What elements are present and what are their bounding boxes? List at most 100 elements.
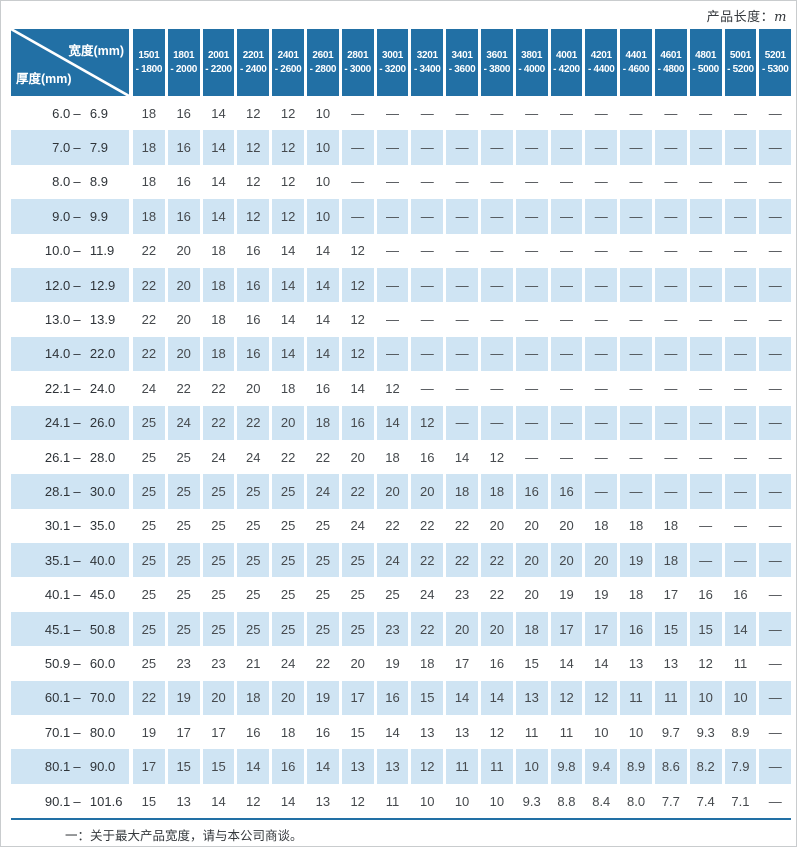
length-cell-empty: — [480,405,513,440]
length-cell: 16 [315,380,331,396]
length-cell: 16 [550,474,583,509]
length-cell: 8.9 [620,749,652,784]
length-cell: 12 [272,199,304,234]
length-cell: 7.7 [661,793,680,809]
length-cell-empty: — [699,312,713,328]
corner-cell: 宽度(mm) 厚度(mm) [11,29,129,96]
length-cell-empty: — [594,174,608,190]
length-cell-empty: — [420,380,434,396]
length-cell: 18 [594,518,609,534]
length-cell: 9.3 [696,724,715,740]
width-axis-label: 宽度(mm) [68,44,124,58]
width-range-header: 3001- 3200 [376,29,409,96]
length-cell-empty: — [341,199,374,234]
length-cell: 25 [237,474,270,509]
length-cell: 7.9 [724,749,757,784]
length-cell: 22 [133,336,165,372]
length-cell: 22 [315,449,331,465]
length-cell: 13 [341,749,374,784]
length-cell-empty: — [768,518,782,534]
length-cell: 10 [628,724,644,740]
length-cell: 25 [141,587,157,603]
length-cell: 17 [176,724,191,740]
length-cell: 14 [376,405,409,440]
length-cell-empty: — [724,267,757,303]
length-cell-empty: — [724,405,757,440]
length-cell: 14 [272,267,304,303]
thickness-range-label: 90.1–101.6 [44,793,123,809]
length-cell: 18 [133,199,165,234]
length-cell-empty: — [733,449,747,465]
length-cell: 25 [176,587,191,603]
length-cell-empty: — [420,105,434,121]
length-cell: 12 [237,199,270,234]
table-row: 14.0–22.0 22 20 18 16 14 14 12— — — — — — — — — — — — [11,336,792,372]
length-cell: 20 [167,336,200,372]
length-cell: 13 [454,724,470,740]
length-cell: 25 [246,518,261,534]
length-cell-empty: — [385,243,399,259]
length-cell-empty: — [620,130,652,165]
length-cell: 25 [141,655,157,671]
length-cell: 11 [385,793,400,809]
length-cell: 10 [594,724,609,740]
length-cell-empty: — [654,336,687,372]
length-cell-empty: — [585,474,618,509]
table-row: 50.9–60.0 25 23 23 21 24 22 20 19 18 17 16 15 14 14 13 1… [11,646,791,680]
table-row: 13.0–13.9 22 20 18 16 14 14 12 — — — — — — — — — — — — [11,302,791,336]
length-cell-empty: — [455,243,469,259]
length-cell: 20 [246,380,261,396]
length-cell-empty: — [594,105,608,121]
length-cell: 14 [306,749,339,784]
length-cell-empty: — [585,130,618,165]
length-cell: 18 [211,312,226,328]
length-cell: 18 [211,243,226,259]
length-cell: 12 [280,174,296,190]
length-cell: 25 [237,543,270,578]
length-cell-empty: — [515,405,548,440]
table-row: 8.0–8.9 18 16 14 12 12 10 — — — — — — — — — — — — — [11,165,791,199]
length-cell: 14 [594,655,609,671]
table-row: 7.0–7.9 18 16 14 12 12 10— — — — — — — — — — — — — [11,130,792,165]
length-cell-empty: — [629,312,643,328]
table-row: 22.1–24.0 24 22 22 20 18 16 14 12 — — — — — — — — — — — [11,371,791,405]
width-range-header: 2401- 2600 [272,29,304,96]
length-cell-empty: — [455,380,469,396]
length-cell: 25 [272,611,304,647]
length-cell-empty: — [525,380,539,396]
length-cell: 16 [237,267,270,303]
length-cell: 20 [411,474,444,509]
length-cell: 22 [141,312,157,328]
length-cell: 15 [350,724,365,740]
length-cell: 16 [341,405,374,440]
length-cell: 25 [341,611,374,647]
length-cell-empty: — [480,336,513,372]
length-cell: 25 [280,518,296,534]
width-range-header: 4001- 4200 [550,29,583,96]
length-cell: 16 [246,243,261,259]
length-cell: 12 [280,105,296,121]
length-cell-empty: — [376,267,409,303]
length-cell-empty: — [768,587,782,603]
length-cell: 15 [167,749,200,784]
length-cell-empty: — [759,199,792,234]
length-cell-empty: — [664,174,678,190]
thickness-range-label: 13.0–13.9 [44,312,116,328]
length-cell: 14 [280,312,296,328]
length-cell: 16 [698,587,713,603]
length-cell: 23 [211,655,226,671]
length-cell-empty: — [490,243,504,259]
thickness-axis-label: 厚度(mm) [16,72,72,86]
length-cell-empty: — [689,130,722,165]
length-cell-empty: — [759,130,792,165]
length-cell: 16 [246,312,261,328]
length-cell-empty: — [455,105,469,121]
length-cell: 25 [385,587,400,603]
width-range-header: 4401- 4600 [620,29,652,96]
length-cell: 12 [246,105,261,121]
length-cell-empty: — [585,267,618,303]
length-cell: 14 [306,336,339,372]
length-cell: 15 [524,655,539,671]
length-cell-empty: — [420,243,434,259]
length-cell: 18 [202,336,235,372]
